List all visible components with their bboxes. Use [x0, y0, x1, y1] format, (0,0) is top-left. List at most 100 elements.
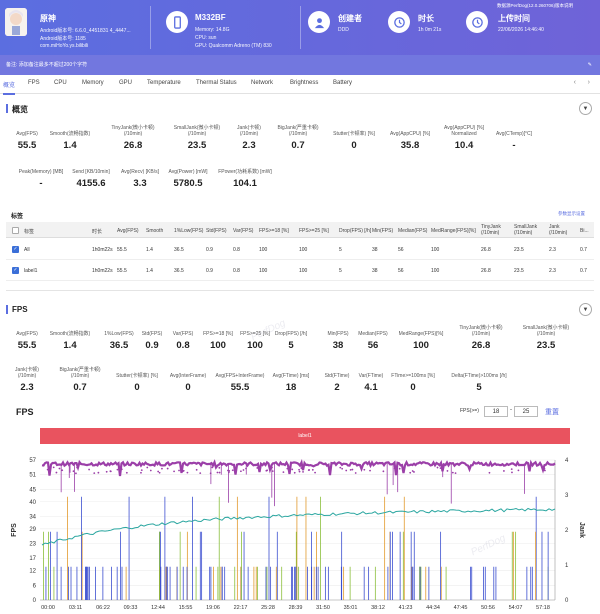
- label-range-bar[interactable]: label1: [40, 428, 570, 444]
- fps-threshold-input-1[interactable]: 18: [484, 406, 508, 417]
- select-all-checkbox[interactable]: [12, 227, 19, 234]
- fps-marker: [75, 472, 77, 475]
- chevron-right-icon[interactable]: ›: [587, 79, 590, 86]
- fps-chart[interactable]: 0 6 12 17 23 29 34 40 45 51 57 0 1 2 3 4 FPS Jank 00:00 03:…: [0, 450, 600, 612]
- fps-marker: [271, 470, 274, 473]
- metric-card: FPS>=25 [%] 100: [227, 325, 283, 351]
- metric-label: Avg(FTime) [ms]: [272, 373, 310, 379]
- app-info-line-1: Android版本号: 6.6.0_4451831 4_4447...: [40, 28, 131, 34]
- metric-card: SmallJank(微小卡顿) (/10min) 23.5: [166, 125, 228, 151]
- table-cell: 26.8: [481, 247, 491, 253]
- y-tick-label: 17: [29, 556, 36, 562]
- table-cell: 1.4: [146, 268, 153, 274]
- fps-section-header: FPS: [0, 301, 600, 317]
- x-tick-label: 50:56: [481, 605, 495, 611]
- fps-marker: [451, 471, 454, 474]
- table-header-cell: 时长: [92, 229, 103, 235]
- device-gpu: GPU: Qualcomm Adreno (TM) 830: [195, 43, 272, 49]
- table-cell: 100: [299, 247, 308, 253]
- table-row[interactable]: ✓ All 1h0m22s 55.5 1.4 36.5 0.9 0.8 100 100 5 38 56 1…: [6, 239, 594, 260]
- metric-label: FPS>=25 [%]: [240, 331, 270, 337]
- fps-marker: [58, 467, 61, 470]
- upload-clock-icon: [466, 11, 488, 33]
- metric-label: Delta(FTime)>100ms [/h]: [451, 373, 507, 379]
- fps-marker: [52, 466, 55, 469]
- tab-network[interactable]: Network: [251, 80, 274, 86]
- tab-thermal-status[interactable]: Thermal Status: [196, 80, 237, 86]
- fps-marker: [211, 466, 214, 469]
- fps-marker: [227, 469, 229, 472]
- tab-temperature[interactable]: Temperature: [147, 80, 181, 86]
- fps-line: [41, 459, 556, 477]
- metric-label: Peak(Memory) [MB]: [18, 169, 64, 175]
- metric-label: Avg(AppCPU) [%] Normalized: [444, 125, 484, 137]
- fps-marker: [97, 471, 100, 474]
- x-tick-label: 44:34: [426, 605, 440, 611]
- metric-card: Avg(AppCPU) [%] Normalized 10.4: [433, 125, 495, 151]
- tab-cpu[interactable]: CPU: [54, 80, 67, 86]
- fps-marker: [158, 471, 161, 474]
- metric-card: TinyJank(微小卡顿) (/10min) 26.8: [102, 125, 164, 151]
- table-header-cell: TinyJank (/10min): [481, 224, 501, 236]
- range-separator: -: [510, 407, 512, 413]
- metric-card: SmallJank(微小卡顿) (/10min) 23.5: [518, 325, 574, 351]
- metric-value: 55.5: [17, 140, 37, 151]
- tab-gpu[interactable]: GPU: [119, 80, 133, 86]
- metric-value: 23.5: [187, 140, 207, 151]
- table-cell: 0.9: [206, 268, 213, 274]
- table-cell: 100: [431, 268, 440, 274]
- duration-value: 1h 0m 21s: [418, 27, 442, 33]
- metric-label: TinyJank(微小卡顿) (/10min): [459, 325, 503, 337]
- fps-marker: [369, 469, 371, 472]
- metric-value: 36.5: [109, 340, 129, 351]
- param-settings-link[interactable]: 参数显示设置: [558, 211, 585, 216]
- fps-marker: [146, 466, 149, 469]
- metric-value: 18: [285, 382, 297, 393]
- metric-value: 4155.6: [76, 178, 106, 189]
- data-source-link[interactable]: 数据源PerfDog(12.0.260706)版本说明: [497, 3, 574, 8]
- fps-marker: [454, 472, 457, 475]
- fps-marker: [345, 469, 348, 472]
- metric-card: Jank(卡顿) (/10min) 2.3: [218, 125, 280, 151]
- x-tick-label: 06:22: [96, 605, 110, 611]
- fps-marker: [231, 469, 234, 472]
- table-header-cell: FPS>=25 [%]: [299, 228, 329, 234]
- y-tick-label: 45: [29, 487, 36, 493]
- metric-value: 4.1: [364, 382, 378, 393]
- table-cell: 100: [259, 247, 268, 253]
- row-checkbox[interactable]: ✓: [12, 267, 19, 274]
- metric-card: TinyJank(微小卡顿) (/10min) 26.8: [453, 325, 509, 351]
- metric-label: Smooth(流畅指数): [49, 331, 91, 337]
- fps-marker: [76, 466, 79, 469]
- table-cell: 26.8: [481, 268, 491, 274]
- tab-brightness[interactable]: Brightness: [290, 80, 319, 86]
- metric-card: Jank(卡顿) (/10min) 2.3: [0, 367, 55, 393]
- table-cell: 2.3: [549, 268, 556, 274]
- fps-marker: [293, 471, 296, 474]
- metric-value: 55.5: [17, 340, 37, 351]
- tab-fps[interactable]: FPS: [28, 80, 40, 86]
- row-checkbox[interactable]: ✓: [12, 246, 19, 253]
- overview-title: 概览: [12, 105, 28, 114]
- tab-battery[interactable]: Battery: [333, 80, 353, 86]
- chevron-left-icon[interactable]: ‹: [573, 79, 576, 86]
- metric-value: 104.1: [233, 178, 257, 189]
- reset-button[interactable]: 重置: [545, 409, 559, 416]
- y2-axis-label: Jank: [578, 522, 585, 538]
- edit-icon[interactable]: ✎: [587, 62, 592, 68]
- metric-label: BigJank(严重卡顿) (/10min): [59, 367, 101, 379]
- fps-threshold-input-2[interactable]: 25: [514, 406, 538, 417]
- tab-overview[interactable]: 概览: [3, 80, 16, 95]
- tab-memory[interactable]: Memory: [82, 80, 104, 86]
- table-cell: 0.8: [233, 247, 240, 253]
- collapse-overview-button[interactable]: ▼: [579, 102, 592, 115]
- table-header-cell: Drop(FPS) [/h]: [339, 228, 372, 234]
- fps-marker: [242, 469, 245, 471]
- metric-label: Median(FPS): [358, 331, 388, 337]
- table-row[interactable]: ✓ label1 1h0m22s 55.5 1.4 36.5 0.9 0.8 100 100 5 38…: [6, 260, 594, 281]
- collapse-fps-button[interactable]: ▼: [579, 303, 592, 316]
- table-header-row: 标签 时长 Avg(FPS) Smooth 1%Low(FPS) Std(FPS) Var(…: [6, 222, 594, 238]
- note-bar[interactable]: 备注: 添加备注最多不超过200个字符 ✎: [0, 55, 600, 75]
- fps-section-title: FPS: [12, 305, 28, 314]
